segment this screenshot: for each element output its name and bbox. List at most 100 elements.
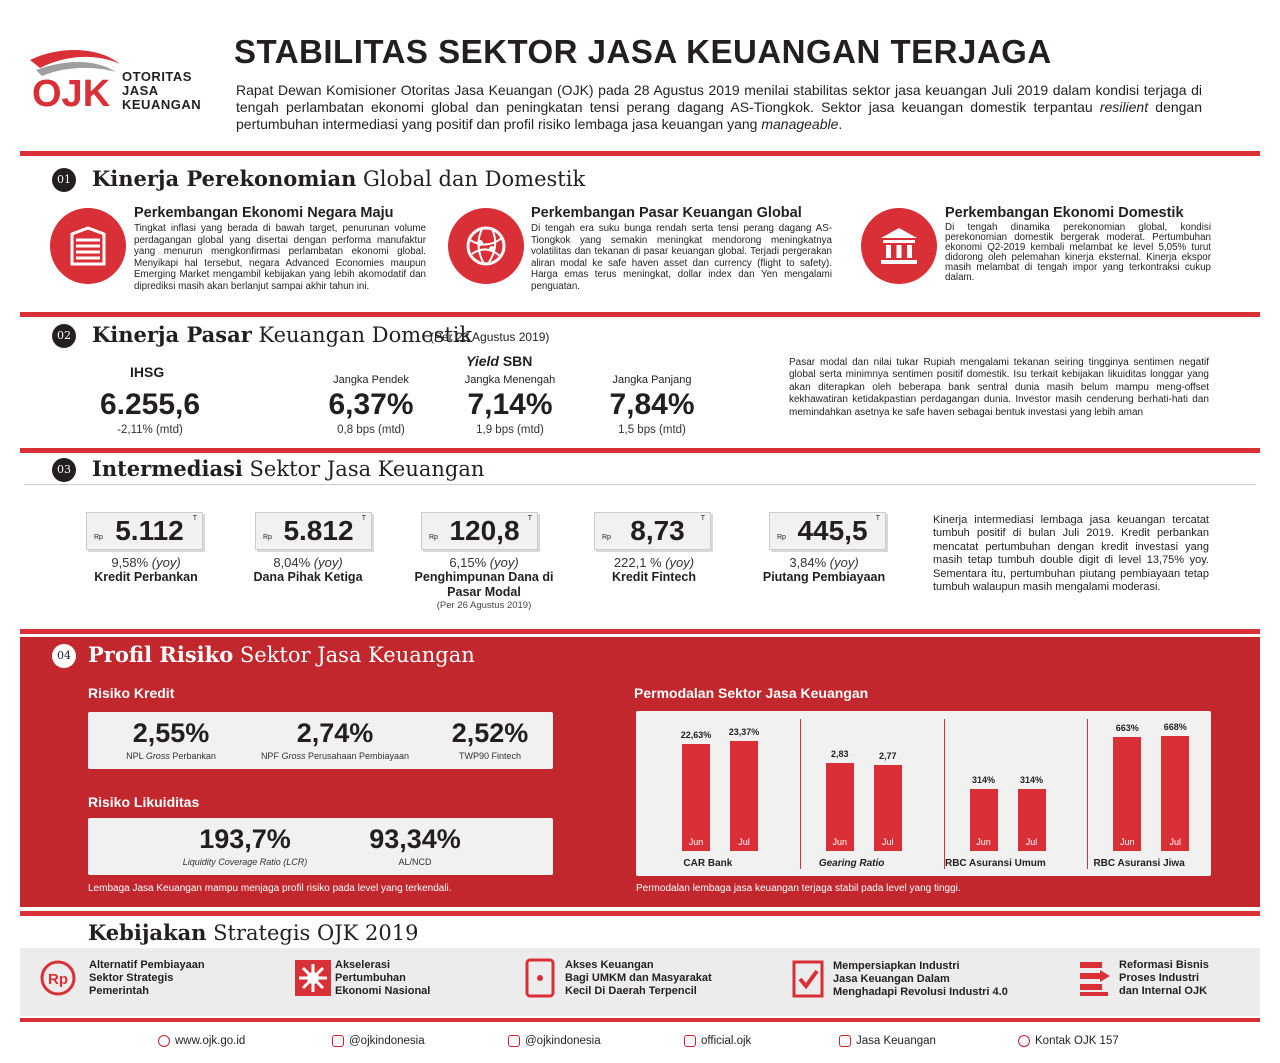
risk-label: NPF Gross Perusahaan Pembiayaan — [260, 751, 410, 761]
logo-line-1: OTORITAS — [122, 69, 192, 84]
bar-category-label: Jul — [881, 837, 894, 847]
bar-value-label: 23,37% — [728, 727, 760, 737]
chart-separator — [1087, 719, 1089, 869]
divider — [20, 312, 1260, 317]
bar-value-label: 314% — [1019, 775, 1044, 785]
yoy-growth: 6,15% (yoy) — [449, 555, 519, 570]
footer-youtube[interactable]: Jasa Keuangan — [839, 1035, 936, 1047]
intro-paragraph: Rapat Dewan Komisioner Otoritas Jasa Keu… — [236, 82, 1202, 132]
box-text: Di tengah dinamika perekonomian global, … — [945, 222, 1211, 283]
sbn-change: 1,5 bps (mtd) — [618, 424, 686, 436]
bar — [1113, 736, 1142, 851]
logo-text: OTORITAS JASA KEUANGAN — [122, 70, 201, 112]
section-number: 02 — [52, 324, 76, 348]
divider — [20, 151, 1260, 156]
bar-category-label: Jul — [1169, 837, 1181, 847]
bar-value-label: 663% — [1115, 722, 1139, 733]
rupiah-icon: Rp — [40, 960, 76, 1001]
risk-value: 193,7% — [199, 824, 291, 854]
policy-text: Alternatif Pembiayaan Sektor Strategis Pem… — [89, 959, 205, 997]
policy-text: Akses Keuangan Bagi UMKM dan Masyarakat Ke… — [565, 959, 712, 997]
bar — [682, 744, 710, 851]
ihsg-change: -2,11% (mtd) — [117, 424, 183, 436]
capital-note: Permodalan lembaga jasa keuangan terjaga… — [636, 883, 961, 894]
checklist-icon — [791, 958, 825, 1003]
section-title: Kinerja Pasar Keuangan Domestik — [92, 322, 473, 347]
risk-value: 2,55% — [132, 718, 210, 748]
bar — [730, 741, 758, 851]
risk-value: 2,52% — [451, 718, 529, 748]
chart-group-label: CAR Bank — [683, 858, 733, 869]
bar-category-label: Jun — [1119, 837, 1135, 847]
yoy-growth: 8,04% (yoy) — [273, 555, 343, 570]
sbn-label: Jangka Panjang — [612, 374, 692, 386]
value-tag: Rp 120,8 T — [421, 512, 538, 550]
value-tag: Rp 8,73 T — [594, 512, 711, 550]
bar — [1161, 736, 1190, 851]
chart-separator — [943, 719, 945, 869]
sbn-title: Yield SBN — [466, 353, 533, 369]
building-icon — [50, 208, 126, 284]
footer-facebook[interactable]: official.ojk — [684, 1035, 751, 1047]
ihsg-value: 6.255,6 — [99, 388, 201, 421]
footer-twitter[interactable]: @ojkindonesia — [332, 1035, 425, 1047]
sbn-label: Jangka Pendek — [333, 374, 409, 386]
intermediation-label: Kredit Fintech — [611, 570, 697, 584]
section-number: 04 — [52, 644, 76, 668]
ojk-logo-icon: OJK — [30, 49, 120, 115]
mobile-icon — [524, 958, 556, 1003]
footer-website[interactable]: www.ojk.go.id — [158, 1035, 245, 1047]
risk-label: Liquidity Coverage Ratio (LCR) — [182, 857, 308, 867]
sbn-label: Jangka Menengah — [464, 374, 556, 386]
logo-line-3: KEUANGAN — [122, 97, 202, 112]
globe-network-icon — [448, 208, 524, 284]
youtube-icon — [839, 1035, 851, 1047]
box-title: Perkembangan Ekonomi Domestik — [945, 205, 1184, 221]
capital-title: Permodalan Sektor Jasa Keuangan — [634, 685, 869, 701]
bar — [825, 763, 854, 851]
ihsg-label: IHSG — [130, 364, 165, 380]
value-tag: Rp 5.812 T — [255, 512, 372, 550]
intermediation-label: Kredit Perbankan — [94, 570, 198, 584]
risk-label: AL/NCD — [398, 857, 432, 867]
bar-value-label: 314% — [971, 775, 996, 785]
box-title: Perkembangan Ekonomi Negara Maju — [134, 205, 394, 221]
divider — [20, 448, 1260, 453]
intermediation-label: Penghimpunan Dana di Pasar Modal — [414, 570, 554, 599]
twitter-icon — [332, 1035, 344, 1047]
bar-category-label: Jun — [688, 837, 704, 847]
sbn-change: 0,8 bps (mtd) — [337, 424, 405, 436]
intermediation-note: Kinerja intermediasi lembaga jasa keuang… — [933, 514, 1209, 594]
value-tag: Rp 5.112 T — [86, 512, 203, 550]
bar-value-label: 2,77 — [878, 750, 897, 761]
intermediation-label: Dana Pihak Ketiga — [253, 570, 363, 584]
bar-value-label: 22,63% — [680, 730, 712, 741]
bar — [873, 764, 902, 851]
section-title: Kebijakan Strategis OJK 2019 — [88, 920, 419, 945]
sbn-value: 7,84% — [609, 388, 695, 421]
bar-category-label: Jul — [1025, 837, 1038, 847]
yoy-growth: 9,58% (yoy) — [111, 555, 181, 570]
bar-value-label: 668% — [1163, 722, 1187, 732]
bar-category-label: Jul — [738, 837, 750, 847]
policy-text: Mempersiapkan Industri Jasa Keuangan Dala… — [833, 960, 1008, 998]
bar-category-label: Jun — [976, 837, 991, 847]
yoy-growth: 222,1 % (yoy) — [613, 555, 695, 570]
section-title: Profil Risiko Sektor Jasa Keuangan — [88, 642, 475, 667]
gear-burst-icon — [293, 958, 333, 1003]
section-title: Intermediasi Sektor Jasa Keuangan — [92, 456, 485, 481]
risk-value: 2,74% — [296, 718, 374, 748]
chart-separator — [799, 719, 801, 869]
section-title: Kinerja Perekonomian Global dan Domestik — [92, 166, 586, 191]
chart-group-label: Gearing Ratio — [818, 858, 885, 869]
box-title: Perkembangan Pasar Keuangan Global — [531, 205, 802, 221]
instagram-icon — [508, 1035, 520, 1047]
divider — [20, 629, 1260, 634]
bank-icon — [861, 208, 937, 284]
footer-contact[interactable]: Kontak OJK 157 — [1018, 1035, 1119, 1047]
divider-thin — [24, 484, 1256, 485]
liquidity-risk-title: Risiko Likuiditas — [88, 794, 200, 810]
capital-chart: Jun 22,63% Jul 23,37% CAR Bank Jun 2,83 Jul 2,77… — [636, 711, 1211, 876]
date-note: (Per 26 Agustus 2019) — [436, 600, 532, 611]
footer-instagram[interactable]: @ojkindonesia — [508, 1035, 601, 1047]
